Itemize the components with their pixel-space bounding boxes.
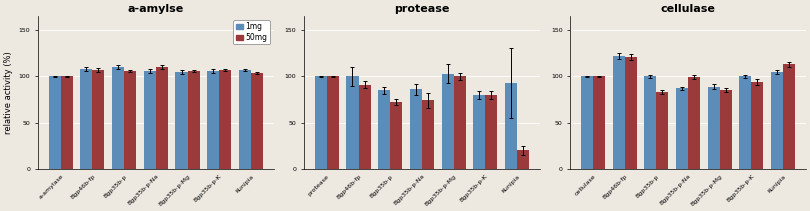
Bar [708,87,719,169]
Bar [485,95,497,169]
Y-axis label: relative activity (%): relative activity (%) [4,51,13,134]
Bar [752,82,763,169]
Legend: 1mg, 50mg: 1mg, 50mg [233,20,270,44]
Bar [581,76,593,169]
Bar [176,72,188,169]
Bar [422,100,434,169]
Bar [625,57,637,169]
Title: a-amylse: a-amylse [128,4,184,14]
Bar [783,64,795,169]
Bar [156,67,168,169]
Bar [112,67,124,169]
Bar [378,90,390,169]
Bar [92,70,104,169]
Bar [719,90,731,169]
Bar [688,77,700,169]
Bar [347,76,359,169]
Bar [517,150,529,169]
Bar [80,69,92,169]
Bar [612,56,625,169]
Bar [61,76,73,169]
Bar [188,71,199,169]
Bar [505,83,517,169]
Bar [771,72,783,169]
Bar [390,102,403,169]
Bar [473,95,485,169]
Bar [220,70,232,169]
Title: cellulase: cellulase [660,4,715,14]
Bar [454,76,466,169]
Bar [144,71,156,169]
Title: protease: protease [394,4,450,14]
Bar [676,88,688,169]
Bar [359,85,370,169]
Bar [207,71,220,169]
Bar [239,70,251,169]
Bar [326,76,339,169]
Bar [315,76,326,169]
Bar [593,76,605,169]
Bar [410,89,422,169]
Bar [441,74,454,169]
Bar [656,92,668,169]
Bar [740,76,752,169]
Bar [49,76,61,169]
Bar [644,76,656,169]
Bar [124,71,136,169]
Bar [251,73,263,169]
